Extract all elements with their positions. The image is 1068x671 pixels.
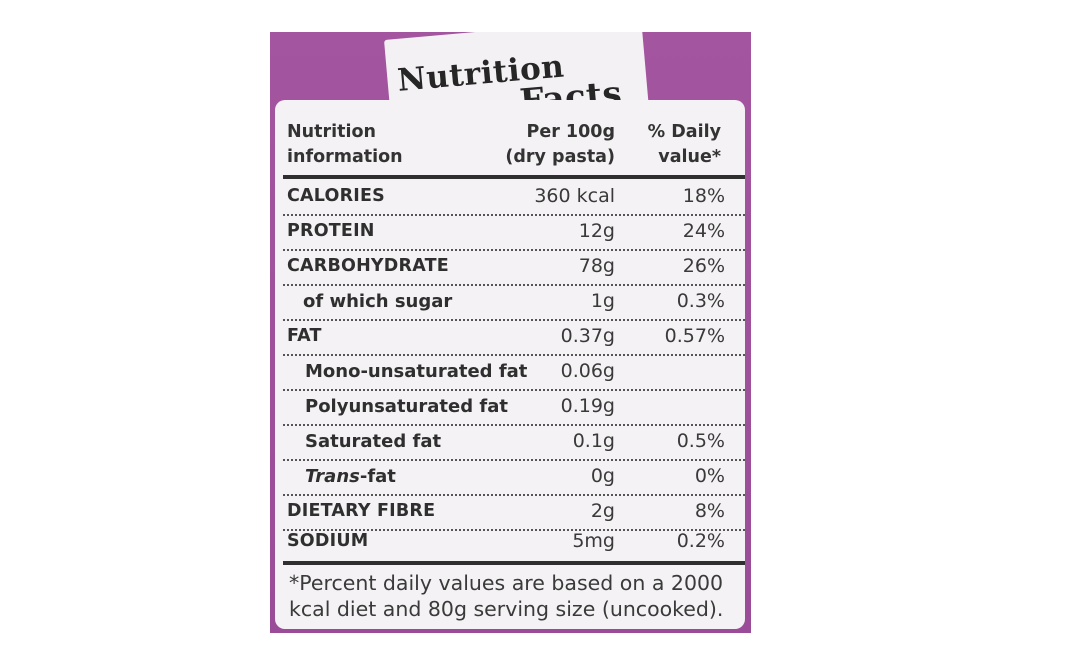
trans-rest: -fat [359,466,396,487]
row-dv: 0.57% [664,325,725,347]
row-dv: 0% [694,465,725,487]
row-per100: 0.19g [560,395,615,417]
table-row-calories: CALORIES 360 kcal 18% [283,180,745,216]
row-label: Trans-fat [305,466,396,487]
row-label: FAT [287,326,322,346]
row-label: CALORIES [287,186,385,206]
table-row-saturated-fat: Saturated fat 0.1g 0.5% [283,425,745,461]
header-nutrition-information: Nutrition information [287,122,403,167]
row-dv: 24% [682,220,725,242]
row-dv: 8% [694,500,725,522]
row-dv: 0.5% [676,430,725,452]
row-label: DIETARY FIBRE [287,501,436,521]
row-per100: 0.06g [560,360,615,382]
row-per100: 0.37g [560,325,615,347]
trans-italic: Trans [305,466,360,487]
table-row-fat: FAT 0.37g 0.57% [283,320,745,356]
table-row-carbohydrate: CARBOHYDRATE 78g 26% [283,250,745,286]
row-per100: 0g [590,465,615,487]
row-dv: 18% [682,185,725,207]
table-row-poly-fat: Polyunsaturated fat 0.19g [283,390,745,426]
footer-divider [283,561,745,565]
row-per100: 12g [578,220,615,242]
row-dv: 0.2% [676,530,725,552]
header-daily-value: % Daily value* [647,122,721,167]
row-per100: 78g [578,255,615,277]
table-row-protein: PROTEIN 12g 24% [283,215,745,251]
row-label: of which sugar [303,291,453,312]
row-label: CARBOHYDRATE [287,256,449,276]
row-per100: 1g [590,290,615,312]
row-label: PROTEIN [287,221,375,241]
row-label: Mono-unsaturated fat [305,361,528,382]
table-row-trans-fat: Trans-fat 0g 0% [283,460,745,496]
row-per100: 0.1g [572,430,615,452]
table-row-sugar: of which sugar 1g 0.3% [283,285,745,321]
row-per100: 360 kcal [534,185,615,207]
footnote: *Percent daily values are based on a 200… [289,571,724,621]
nutrition-panel: Nutrition information Per 100g (dry past… [275,100,745,629]
row-label: Saturated fat [305,431,442,452]
row-per100: 5mg [572,530,615,552]
product-package: Nutrition Facts Nutrition information Pe… [270,32,751,633]
table-row-sodium: SODIUM 5mg 0.2% [283,525,745,559]
header-divider [283,175,745,179]
row-label: Polyunsaturated fat [305,396,508,417]
table-row-mono-fat: Mono-unsaturated fat 0.06g [283,355,745,391]
header-per-100g: Per 100g (dry pasta) [505,122,615,167]
row-dv: 0.3% [676,290,725,312]
row-per100: 2g [590,500,615,522]
row-label: SODIUM [287,531,369,551]
table-row-dietary-fibre: DIETARY FIBRE 2g 8% [283,495,745,531]
row-dv: 26% [682,255,725,277]
